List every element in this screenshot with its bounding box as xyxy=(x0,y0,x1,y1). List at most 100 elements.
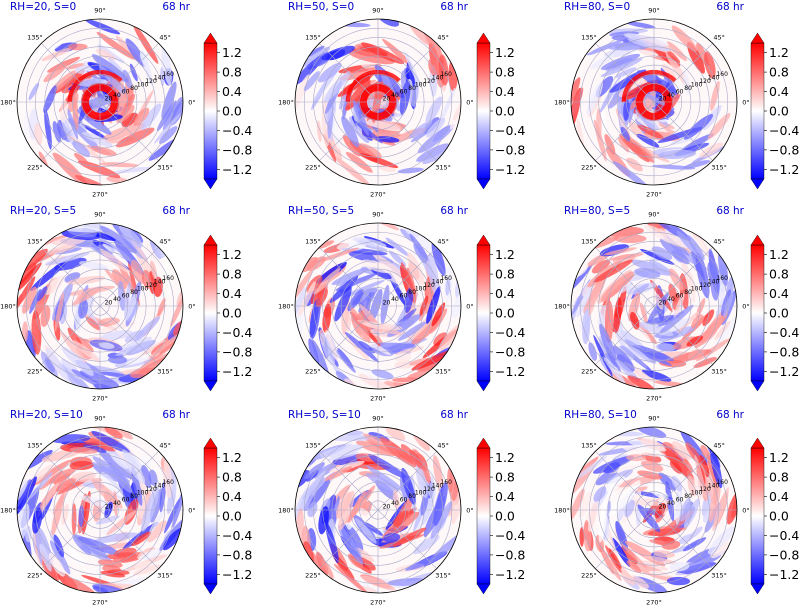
colorbar-tick-label: 0.8 xyxy=(495,267,515,282)
field-cell xyxy=(344,331,380,363)
field-cell xyxy=(359,153,399,169)
angle-label: 0° xyxy=(188,303,195,311)
field-cell xyxy=(324,465,353,482)
spiral-band xyxy=(345,69,401,103)
angle-label: 45° xyxy=(159,33,171,41)
radial-tick-label: 140 xyxy=(708,482,720,489)
colorbar-gradient xyxy=(203,244,218,382)
field-cell xyxy=(626,282,657,295)
field-cell xyxy=(425,96,443,124)
radial-tick-label: 100 xyxy=(691,81,703,88)
angular-gridline xyxy=(41,509,101,569)
panel-title: RH=80, S=10 xyxy=(564,409,637,421)
radial-tick-label: 160 xyxy=(440,71,452,78)
field-cell xyxy=(659,304,694,334)
field-cell xyxy=(710,262,720,301)
radial-tick-label: 20 xyxy=(383,504,391,511)
angle-label: 90° xyxy=(648,7,660,15)
field-cell xyxy=(99,475,122,497)
angle-label: 225° xyxy=(581,572,597,580)
angle-label: 270° xyxy=(92,599,108,607)
radial-tick-label: 160 xyxy=(716,275,728,282)
field-cell xyxy=(693,468,704,501)
colorbar-tick-label: −0.4 xyxy=(769,528,799,543)
field-cell xyxy=(350,307,371,344)
angle-label: 270° xyxy=(92,191,108,199)
field-cell xyxy=(34,122,43,146)
angle-label: 225° xyxy=(305,572,321,580)
field-cell xyxy=(108,427,133,440)
colorbar-tick-label: 1.2 xyxy=(769,450,789,465)
radial-tick-label: 40 xyxy=(113,296,121,303)
field-cell xyxy=(307,256,326,271)
field-cell xyxy=(630,311,640,330)
field-cell xyxy=(404,287,414,313)
field-cell xyxy=(592,455,634,474)
colorbar-tick-label: 0.4 xyxy=(769,489,789,504)
field-cell xyxy=(588,298,596,316)
field-cell xyxy=(157,298,166,317)
polar-frame xyxy=(570,426,738,594)
angular-gridline xyxy=(653,451,713,511)
angle-label: 90° xyxy=(648,415,660,423)
field-cell xyxy=(45,275,65,295)
colorbar-tick-label: 0.4 xyxy=(495,489,515,504)
field-cell xyxy=(108,57,126,76)
field-cell xyxy=(300,470,327,500)
field-cell xyxy=(695,338,731,362)
angle-label: 45° xyxy=(713,237,725,245)
field-cell xyxy=(22,286,37,314)
field-cell xyxy=(710,448,723,489)
angular-gridline xyxy=(377,101,437,161)
field-cell xyxy=(576,282,594,318)
angle-label: 225° xyxy=(27,572,43,580)
colorbar-tick-label: 0.8 xyxy=(222,65,242,80)
field-cell xyxy=(629,575,649,589)
panel-title: RH=20, S=5 xyxy=(10,205,76,217)
angular-gridline xyxy=(99,509,159,569)
field-cell xyxy=(372,252,409,282)
field-cell xyxy=(345,151,373,173)
field-cell xyxy=(124,293,138,321)
field-cell xyxy=(163,459,172,499)
field-cell xyxy=(382,511,420,540)
field-cell xyxy=(318,62,342,83)
field-cell xyxy=(438,54,449,86)
field-cell xyxy=(97,559,123,568)
field-cell xyxy=(31,310,42,355)
field-cell xyxy=(640,438,665,451)
field-cell xyxy=(693,357,717,368)
field-cell xyxy=(720,289,732,317)
field-cell xyxy=(79,261,109,271)
angular-gridline xyxy=(595,43,655,103)
field-cell xyxy=(132,564,161,576)
field-cell xyxy=(603,247,637,256)
colorbar-extend-min xyxy=(203,380,218,392)
radial-tick-label: 160 xyxy=(716,71,728,78)
angle-label: 135° xyxy=(305,33,321,41)
field-cell xyxy=(392,489,400,512)
field-cell xyxy=(657,149,697,160)
colorbar-tick-label: 1.2 xyxy=(769,45,789,60)
radial-tick-label: 40 xyxy=(391,92,399,99)
colorbar-gradient xyxy=(476,42,491,180)
radial-tick-label: 140 xyxy=(154,278,166,285)
angle-label: 0° xyxy=(188,507,195,515)
field-cell xyxy=(99,371,130,378)
field-cell xyxy=(382,38,414,68)
angular-gridline xyxy=(319,305,379,365)
field-cell xyxy=(666,41,688,62)
field-cell xyxy=(623,133,655,159)
field-cell xyxy=(24,525,32,543)
field-cell xyxy=(331,484,351,505)
field-cell xyxy=(615,521,628,552)
angle-label: 225° xyxy=(305,368,321,376)
angle-label: 90° xyxy=(94,415,106,423)
field-cell xyxy=(608,253,644,261)
colorbar-gradient xyxy=(476,244,491,382)
field-cell xyxy=(148,332,182,359)
field-cell xyxy=(618,136,630,153)
field-cell xyxy=(612,161,650,185)
field-cell xyxy=(319,444,364,458)
